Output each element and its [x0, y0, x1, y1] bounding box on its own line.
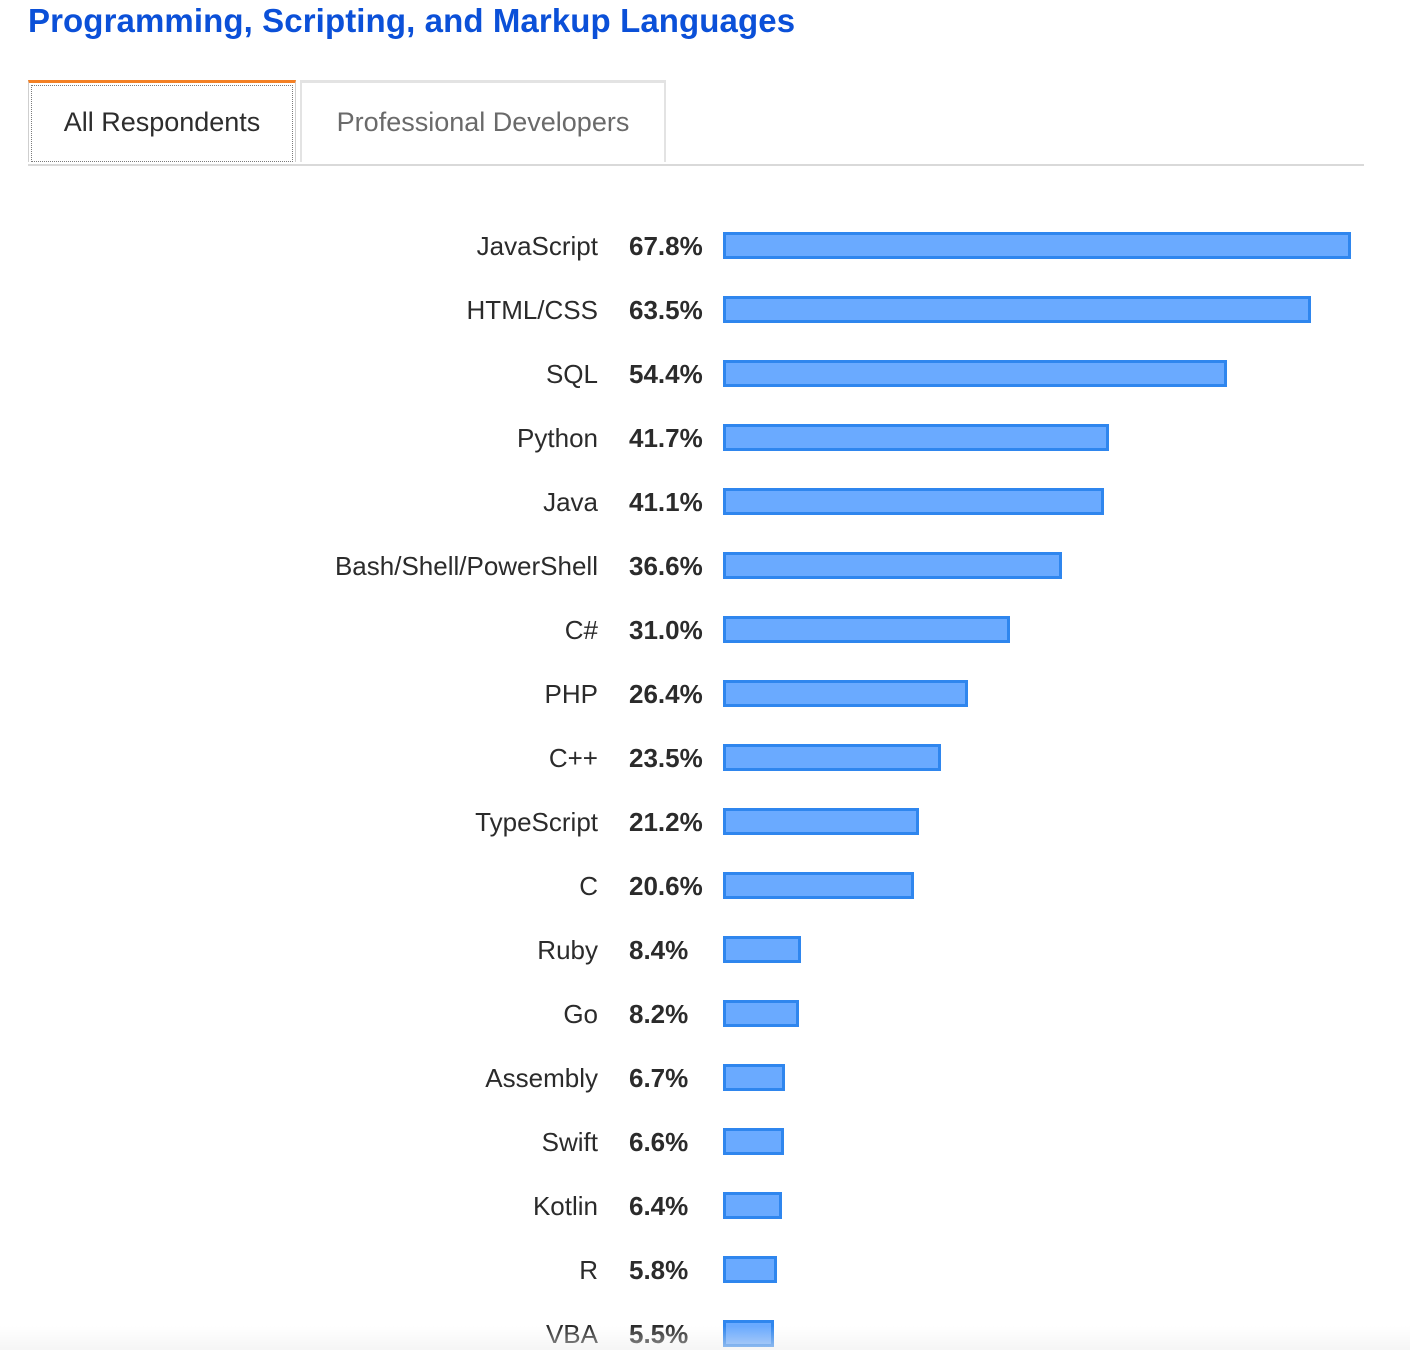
bar	[723, 1320, 774, 1347]
bar-value-label: 23.5%	[629, 743, 703, 773]
bar-row: PHP 26.4%	[0, 662, 1410, 726]
bar-value-label: 31.0%	[629, 615, 703, 645]
bar	[723, 552, 1062, 579]
bar-row: Python 41.7%	[0, 406, 1410, 470]
tab-all-respondents[interactable]: All Respondents	[28, 80, 296, 162]
bar	[723, 1128, 784, 1155]
bar-row: SQL 54.4%	[0, 342, 1410, 406]
bar	[723, 360, 1227, 387]
bar-row: Bash/Shell/PowerShell 36.6%	[0, 534, 1410, 598]
bar-category-label: Python	[517, 423, 598, 453]
bar-value-label: 21.2%	[629, 807, 703, 837]
bar	[723, 232, 1351, 259]
bar-value-label: 8.4%	[629, 935, 689, 965]
bar-category-label: C#	[564, 615, 598, 645]
bar-row: TypeScript 21.2%	[0, 790, 1410, 854]
page-title: Programming, Scripting, and Markup Langu…	[28, 2, 796, 39]
bar-value-label: 36.6%	[629, 551, 703, 581]
bar-category-label: Swift	[541, 1127, 598, 1157]
bar	[723, 680, 968, 707]
bar-row: JavaScript 67.8%	[0, 214, 1410, 278]
bar-value-label: 5.8%	[629, 1255, 689, 1285]
bar-category-label: Ruby	[537, 935, 598, 965]
bar-category-label: R	[579, 1255, 598, 1285]
bar-value-label: 26.4%	[629, 679, 703, 709]
bar-value-label: 5.5%	[629, 1319, 689, 1349]
bar-row: Java 41.1%	[0, 470, 1410, 534]
bar-category-label: SQL	[545, 359, 598, 389]
bar	[723, 936, 801, 963]
bar-chart: JavaScript 67.8% HTML/CSS 63.5% SQL 54.4% Pyth…	[0, 214, 1410, 1350]
bar	[723, 616, 1010, 643]
bar-category-label: C	[579, 871, 598, 901]
bar-row: C 20.6%	[0, 854, 1410, 918]
bar	[723, 424, 1109, 451]
bar-category-label: Go	[563, 999, 598, 1029]
tab-all-respondents-label: All Respondents	[63, 107, 261, 137]
bar-value-label: 6.7%	[629, 1063, 689, 1093]
bar-category-label: Bash/Shell/PowerShell	[334, 551, 598, 581]
bar	[723, 1256, 777, 1283]
bar-row: R 5.8%	[0, 1238, 1410, 1302]
bar-row: Go 8.2%	[0, 982, 1410, 1046]
bar-value-label: 41.1%	[629, 487, 703, 517]
bar-value-label: 67.8%	[629, 231, 703, 261]
bar-value-label: 41.7%	[629, 423, 703, 453]
bar-row: Swift 6.6%	[0, 1110, 1410, 1174]
bar	[723, 488, 1104, 515]
bar	[723, 744, 941, 771]
bar-category-label: TypeScript	[475, 807, 598, 837]
bar-row: VBA 5.5%	[0, 1302, 1410, 1366]
bar-value-label: 8.2%	[629, 999, 689, 1029]
bar-row: Assembly 6.7%	[0, 1046, 1410, 1110]
bar	[723, 808, 919, 835]
bar-value-label: 6.4%	[629, 1191, 689, 1221]
bar	[723, 1192, 782, 1219]
bar-row: C# 31.0%	[0, 598, 1410, 662]
bar-category-label: Kotlin	[532, 1191, 598, 1221]
bar	[723, 872, 914, 899]
tab-professional-developers-label: Professional Developers	[336, 107, 630, 137]
bar-value-label: 63.5%	[629, 295, 703, 325]
bar-category-label: C++	[548, 743, 598, 773]
bar-value-label: 54.4%	[629, 359, 703, 389]
bar	[723, 1064, 785, 1091]
bar-row: HTML/CSS 63.5%	[0, 278, 1410, 342]
bar	[723, 296, 1311, 323]
bar-category-label: Assembly	[485, 1063, 598, 1093]
bar-category-label: VBA	[545, 1319, 598, 1349]
bar-row: Kotlin 6.4%	[0, 1174, 1410, 1238]
bar-category-label: JavaScript	[476, 231, 598, 261]
bar-row: C++ 23.5%	[0, 726, 1410, 790]
bar-category-label: HTML/CSS	[466, 295, 598, 325]
tab-professional-developers[interactable]: Professional Developers	[300, 80, 666, 162]
bar	[723, 1000, 799, 1027]
bar-row: Ruby 8.4%	[0, 918, 1410, 982]
bar-category-label: Java	[543, 487, 598, 517]
bar-category-label: PHP	[544, 679, 598, 709]
tab-bar: All Respondents Professional Developers	[28, 80, 1364, 166]
bar-value-label: 6.6%	[629, 1127, 689, 1157]
bar-value-label: 20.6%	[629, 871, 703, 901]
